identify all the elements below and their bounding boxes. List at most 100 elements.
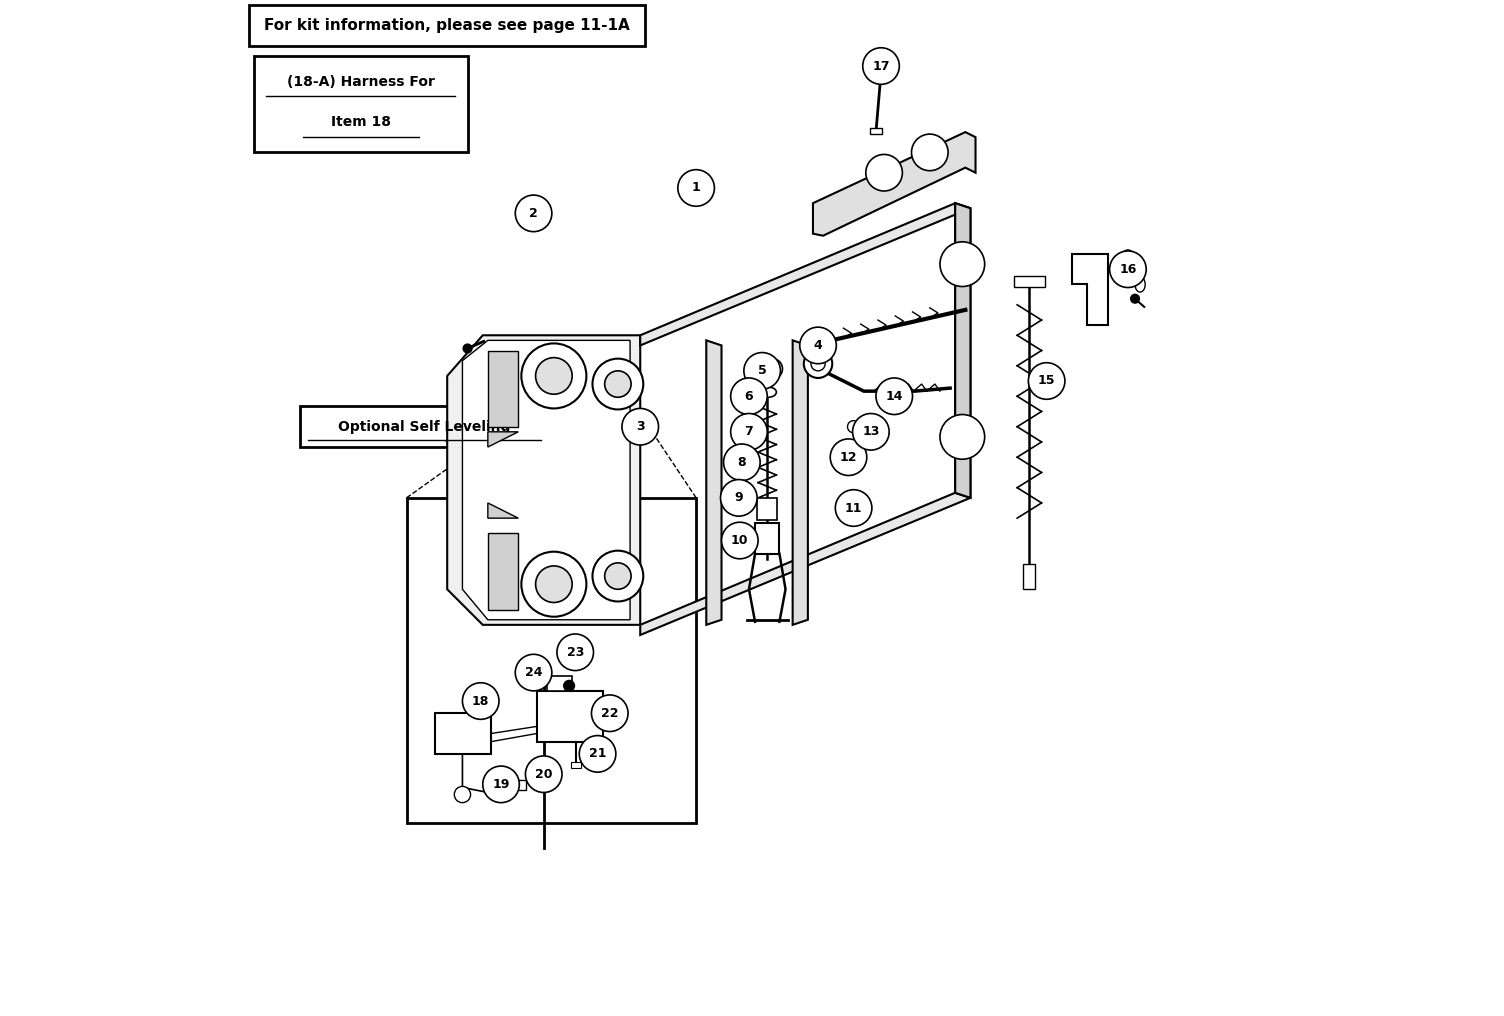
Circle shape xyxy=(722,522,758,559)
Text: For kit information, please see page 11-1A: For kit information, please see page 11-… xyxy=(265,18,630,33)
Circle shape xyxy=(853,414,889,450)
Circle shape xyxy=(1130,294,1140,304)
Polygon shape xyxy=(814,132,976,236)
Text: 22: 22 xyxy=(602,707,618,719)
Circle shape xyxy=(556,634,594,671)
Ellipse shape xyxy=(1120,250,1136,274)
Text: 14: 14 xyxy=(886,390,902,402)
Polygon shape xyxy=(447,335,641,625)
Polygon shape xyxy=(641,203,970,345)
Circle shape xyxy=(525,756,562,792)
Circle shape xyxy=(579,736,615,772)
Circle shape xyxy=(516,654,552,691)
Polygon shape xyxy=(641,493,970,635)
Text: 8: 8 xyxy=(737,456,746,468)
Polygon shape xyxy=(487,432,519,447)
Polygon shape xyxy=(955,203,970,498)
Bar xyxy=(869,128,881,134)
Bar xyxy=(299,406,549,447)
Circle shape xyxy=(767,364,778,374)
Bar xyxy=(435,713,490,754)
Polygon shape xyxy=(793,340,808,625)
Text: 12: 12 xyxy=(839,451,857,463)
Circle shape xyxy=(911,134,948,171)
Text: 17: 17 xyxy=(872,60,890,72)
Circle shape xyxy=(535,566,572,602)
Circle shape xyxy=(875,378,913,415)
Circle shape xyxy=(763,359,782,379)
Circle shape xyxy=(605,563,632,589)
Bar xyxy=(537,691,603,742)
Polygon shape xyxy=(487,503,519,518)
Circle shape xyxy=(836,445,851,459)
Text: 13: 13 xyxy=(862,426,880,438)
Text: 16: 16 xyxy=(1119,263,1137,275)
Text: 3: 3 xyxy=(636,421,645,433)
Circle shape xyxy=(720,480,757,516)
Ellipse shape xyxy=(760,387,776,397)
Circle shape xyxy=(863,48,899,84)
Polygon shape xyxy=(955,203,970,498)
Circle shape xyxy=(591,695,629,732)
Text: 5: 5 xyxy=(758,365,767,377)
Circle shape xyxy=(830,439,866,475)
Bar xyxy=(254,56,468,152)
Text: 1: 1 xyxy=(692,182,701,194)
Text: 9: 9 xyxy=(734,492,743,504)
Text: 7: 7 xyxy=(744,426,754,438)
Text: Optional Self Leveling: Optional Self Leveling xyxy=(338,420,510,434)
Circle shape xyxy=(462,343,472,354)
Bar xyxy=(514,780,526,790)
Text: 11: 11 xyxy=(845,502,862,514)
Circle shape xyxy=(483,766,519,803)
Circle shape xyxy=(803,350,832,378)
Circle shape xyxy=(723,444,760,481)
Circle shape xyxy=(522,343,587,408)
Circle shape xyxy=(848,421,860,433)
Circle shape xyxy=(731,414,767,450)
Circle shape xyxy=(593,359,644,409)
Bar xyxy=(406,498,696,823)
Circle shape xyxy=(535,358,572,394)
Polygon shape xyxy=(487,533,519,610)
Circle shape xyxy=(605,371,632,397)
Circle shape xyxy=(678,170,714,206)
Text: 15: 15 xyxy=(1038,375,1056,387)
Circle shape xyxy=(462,683,499,719)
Bar xyxy=(1023,564,1035,589)
Circle shape xyxy=(593,551,644,601)
Circle shape xyxy=(562,680,575,692)
Polygon shape xyxy=(487,351,519,427)
Circle shape xyxy=(1029,363,1065,399)
Circle shape xyxy=(522,552,587,617)
Bar xyxy=(755,523,779,554)
Polygon shape xyxy=(462,340,630,620)
Text: 21: 21 xyxy=(590,748,606,760)
Circle shape xyxy=(835,490,872,526)
Circle shape xyxy=(454,786,471,803)
Bar xyxy=(572,762,582,768)
Text: 2: 2 xyxy=(529,207,538,219)
Text: 24: 24 xyxy=(525,666,543,679)
Text: 20: 20 xyxy=(535,768,552,780)
Ellipse shape xyxy=(1136,277,1145,293)
Circle shape xyxy=(940,415,985,459)
Circle shape xyxy=(516,195,552,232)
Text: (18-A) Harness For: (18-A) Harness For xyxy=(287,75,435,88)
Text: 10: 10 xyxy=(731,534,749,547)
Circle shape xyxy=(800,327,836,364)
Circle shape xyxy=(866,154,902,191)
Text: 6: 6 xyxy=(744,390,754,402)
Circle shape xyxy=(623,408,659,445)
Text: 18: 18 xyxy=(472,695,489,707)
Bar xyxy=(757,498,778,520)
Text: 4: 4 xyxy=(814,339,823,352)
Circle shape xyxy=(731,378,767,415)
Bar xyxy=(547,676,572,691)
Text: 19: 19 xyxy=(492,778,510,790)
Circle shape xyxy=(744,353,781,389)
Bar xyxy=(250,5,645,46)
Bar xyxy=(1014,276,1045,287)
Circle shape xyxy=(811,357,826,371)
Polygon shape xyxy=(707,340,722,625)
